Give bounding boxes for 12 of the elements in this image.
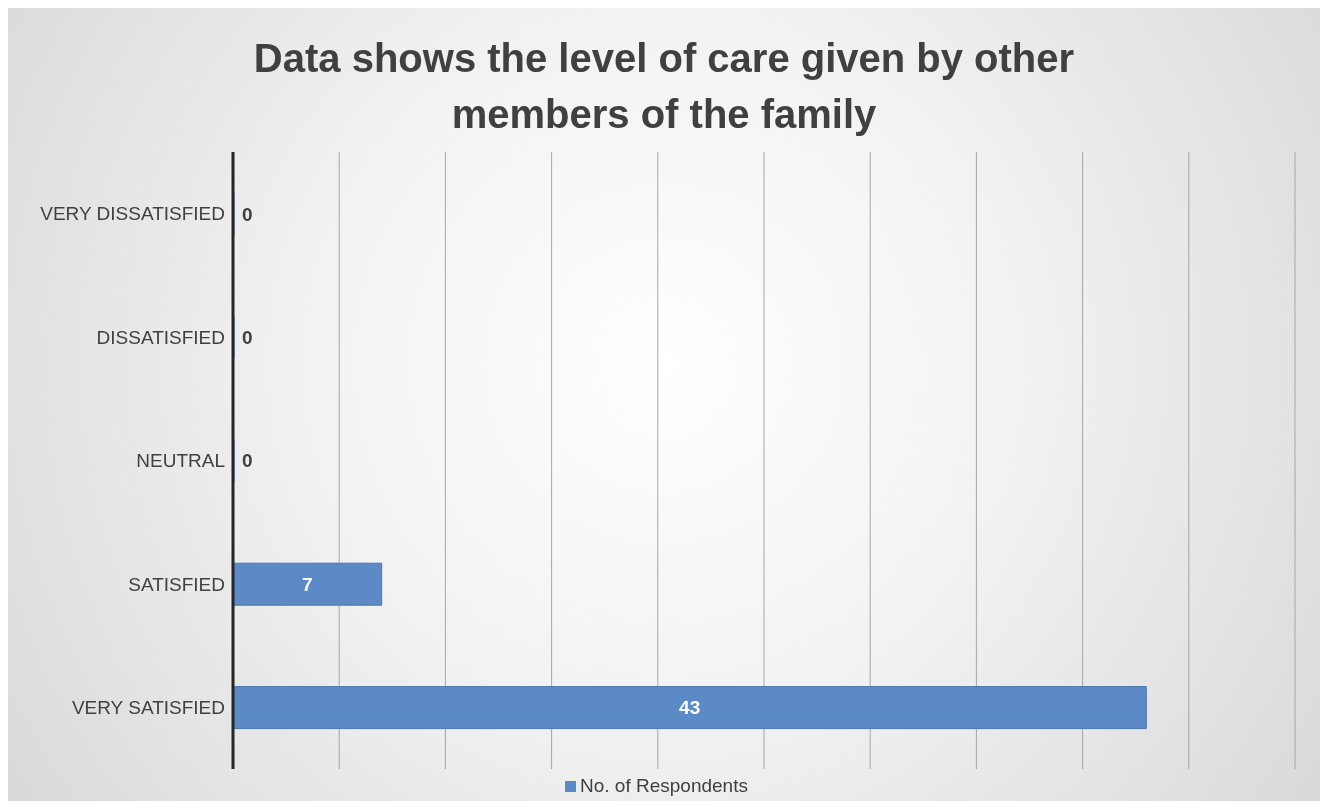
y-tick-label: NEUTRAL — [136, 450, 225, 472]
text: No. of Respondents — [580, 775, 748, 797]
y-tick-label: SATISFIED — [128, 573, 225, 595]
y-tick-label: VERY DISSATISFIED — [40, 203, 225, 225]
data-label: 0 — [242, 203, 253, 225]
y-tick-label: VERY SATISFIED — [71, 697, 225, 719]
data-label: 0 — [242, 327, 253, 349]
data-label: 43 — [679, 697, 701, 719]
chart-title: Data shows the level of care given by other members of the family — [252, 35, 1076, 138]
y-tick-label: DISSATISFIED — [96, 326, 225, 348]
data-label: 0 — [242, 450, 253, 472]
data-label: 7 — [302, 573, 313, 595]
